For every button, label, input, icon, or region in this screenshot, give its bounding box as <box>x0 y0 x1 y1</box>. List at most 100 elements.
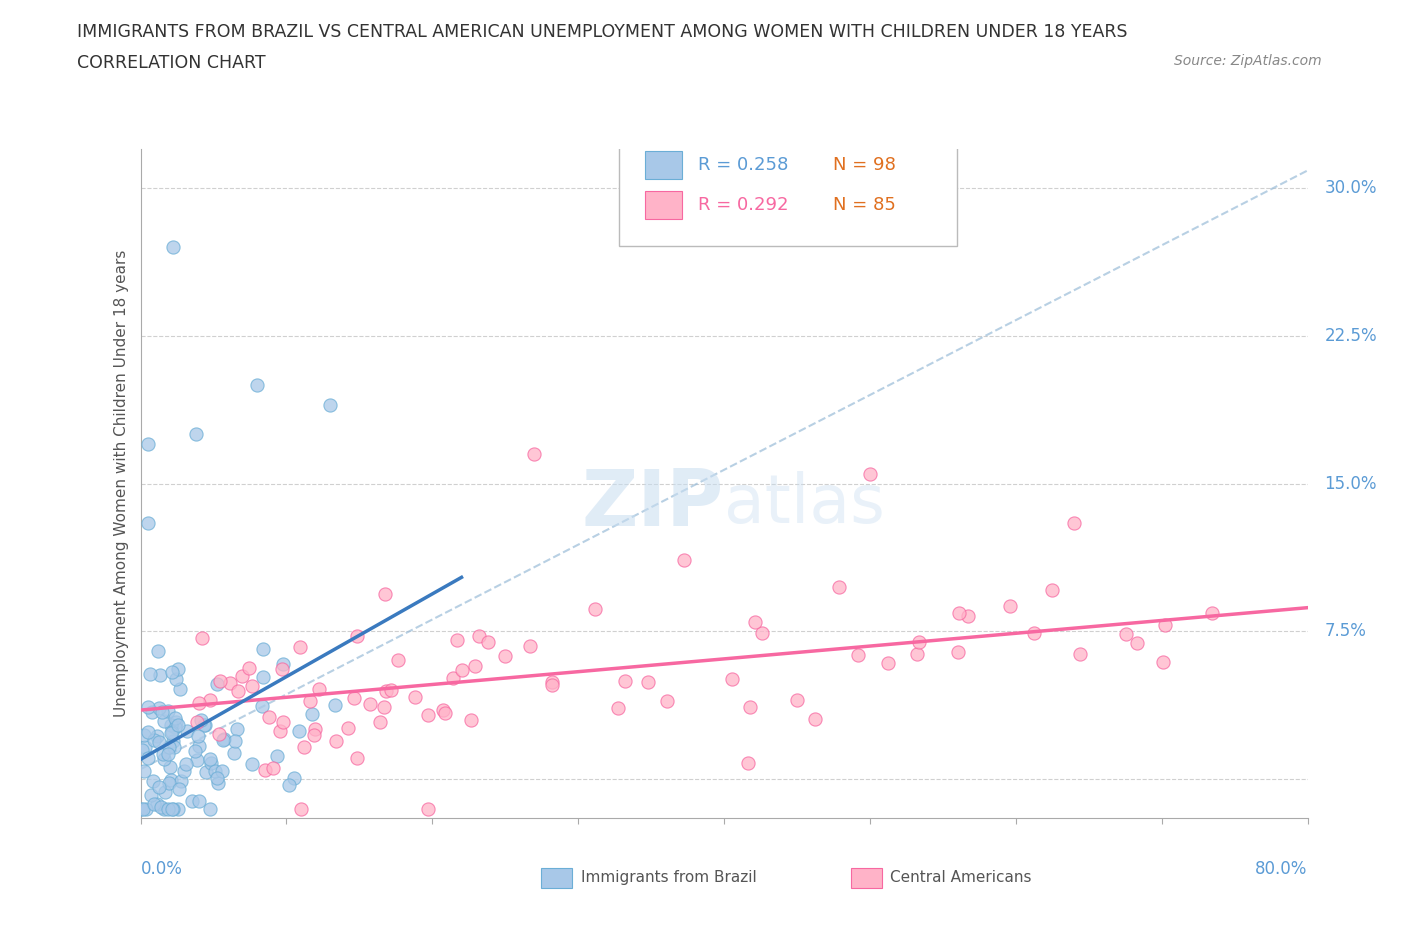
Point <box>464 658 486 673</box>
Point <box>162 664 184 679</box>
Text: R = 0.258: R = 0.258 <box>699 156 789 174</box>
Point <box>441 671 464 685</box>
Point <box>159 760 181 775</box>
Point <box>134 739 156 754</box>
Point <box>167 662 190 677</box>
Point <box>583 602 606 617</box>
Point <box>167 718 190 733</box>
Point <box>655 693 678 708</box>
Point <box>188 696 211 711</box>
Point <box>946 645 969 660</box>
Point <box>194 718 217 733</box>
Text: 0.0%: 0.0% <box>141 860 183 878</box>
Point <box>181 794 204 809</box>
Point <box>148 779 170 794</box>
Y-axis label: Unemployment Among Women with Children Under 18 years: Unemployment Among Women with Children U… <box>114 250 129 717</box>
Point <box>157 740 180 755</box>
Point <box>359 697 381 711</box>
Point <box>226 722 249 737</box>
Text: 22.5%: 22.5% <box>1324 326 1376 345</box>
Point <box>190 712 212 727</box>
Point <box>136 724 159 739</box>
Point <box>374 587 396 602</box>
Point <box>1201 605 1223 620</box>
Text: Source: ZipAtlas.com: Source: ZipAtlas.com <box>1174 54 1322 68</box>
Point <box>1069 646 1091 661</box>
Point <box>304 722 326 737</box>
Point <box>298 694 321 709</box>
FancyBboxPatch shape <box>645 191 682 219</box>
Point <box>195 764 218 779</box>
Point <box>170 774 193 789</box>
Point <box>301 706 323 721</box>
Point <box>404 689 426 704</box>
Point <box>744 615 766 630</box>
Point <box>152 746 174 761</box>
FancyBboxPatch shape <box>619 145 957 246</box>
Point <box>153 713 176 728</box>
Point <box>418 708 440 723</box>
Point <box>283 771 305 786</box>
Point <box>150 705 173 720</box>
Point <box>153 785 176 800</box>
Point <box>468 629 491 644</box>
Point <box>948 605 970 620</box>
Text: ZIP: ZIP <box>582 466 724 541</box>
Point <box>292 739 315 754</box>
Point <box>160 725 183 740</box>
Point <box>325 698 347 712</box>
Point <box>1125 636 1147 651</box>
Point <box>136 515 159 530</box>
FancyBboxPatch shape <box>645 151 682 179</box>
Point <box>250 698 273 713</box>
Point <box>319 397 342 412</box>
Point <box>198 801 221 816</box>
Text: Immigrants from Brazil: Immigrants from Brazil <box>581 870 756 885</box>
Point <box>905 646 928 661</box>
Point <box>252 670 274 684</box>
Point <box>162 734 184 749</box>
Text: atlas: atlas <box>724 471 884 537</box>
Point <box>720 671 742 686</box>
Point <box>163 739 186 754</box>
Point <box>208 727 231 742</box>
Point <box>998 599 1021 614</box>
Point <box>1063 515 1085 530</box>
Text: N = 98: N = 98 <box>832 156 896 174</box>
Point <box>198 693 221 708</box>
Point <box>494 648 516 663</box>
Point <box>212 733 235 748</box>
Point <box>738 700 761 715</box>
Point <box>160 801 183 816</box>
Point <box>271 714 294 729</box>
Point <box>908 634 931 649</box>
Point <box>1115 626 1137 641</box>
Point <box>262 760 284 775</box>
Point <box>446 632 468 647</box>
Point <box>387 653 409 668</box>
Point <box>148 700 170 715</box>
Point <box>1154 618 1177 632</box>
Point <box>186 715 208 730</box>
Point <box>131 743 153 758</box>
Point <box>156 801 179 816</box>
Point <box>165 714 187 729</box>
Point <box>136 699 159 714</box>
Point <box>460 712 482 727</box>
Point <box>614 674 637 689</box>
Point <box>156 703 179 718</box>
Point <box>169 682 191 697</box>
Point <box>673 552 696 567</box>
Point <box>523 446 546 461</box>
Text: 15.0%: 15.0% <box>1324 474 1376 493</box>
Point <box>165 672 187 687</box>
Point <box>737 756 759 771</box>
Point <box>222 745 245 760</box>
Point <box>207 776 229 790</box>
Point <box>160 773 183 788</box>
Point <box>132 763 155 777</box>
Point <box>218 676 240 691</box>
Point <box>266 749 288 764</box>
Point <box>1024 626 1046 641</box>
Point <box>226 684 249 698</box>
